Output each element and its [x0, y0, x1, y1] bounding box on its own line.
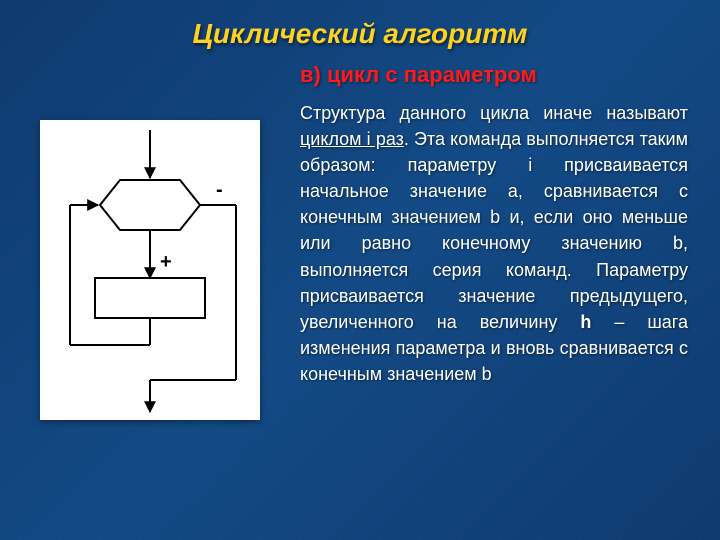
decision-hexagon: [100, 180, 200, 230]
plus-label: +: [160, 251, 172, 273]
minus-label: -: [216, 179, 223, 201]
page-title: Циклический алгоритм: [0, 18, 720, 50]
body-pre: Структура данного цикла иначе называют: [300, 103, 688, 123]
body-text: Структура данного цикла иначе называют ц…: [300, 100, 688, 387]
body-bold-h: h: [580, 312, 591, 332]
body-mid: . Эта команда выполняется таким образом:…: [300, 129, 688, 332]
body-underline: циклом i раз: [300, 129, 404, 149]
flowchart-diagram: + -: [40, 120, 260, 420]
subtitle: в) цикл с параметром: [300, 62, 537, 88]
process-rect: [95, 278, 205, 318]
